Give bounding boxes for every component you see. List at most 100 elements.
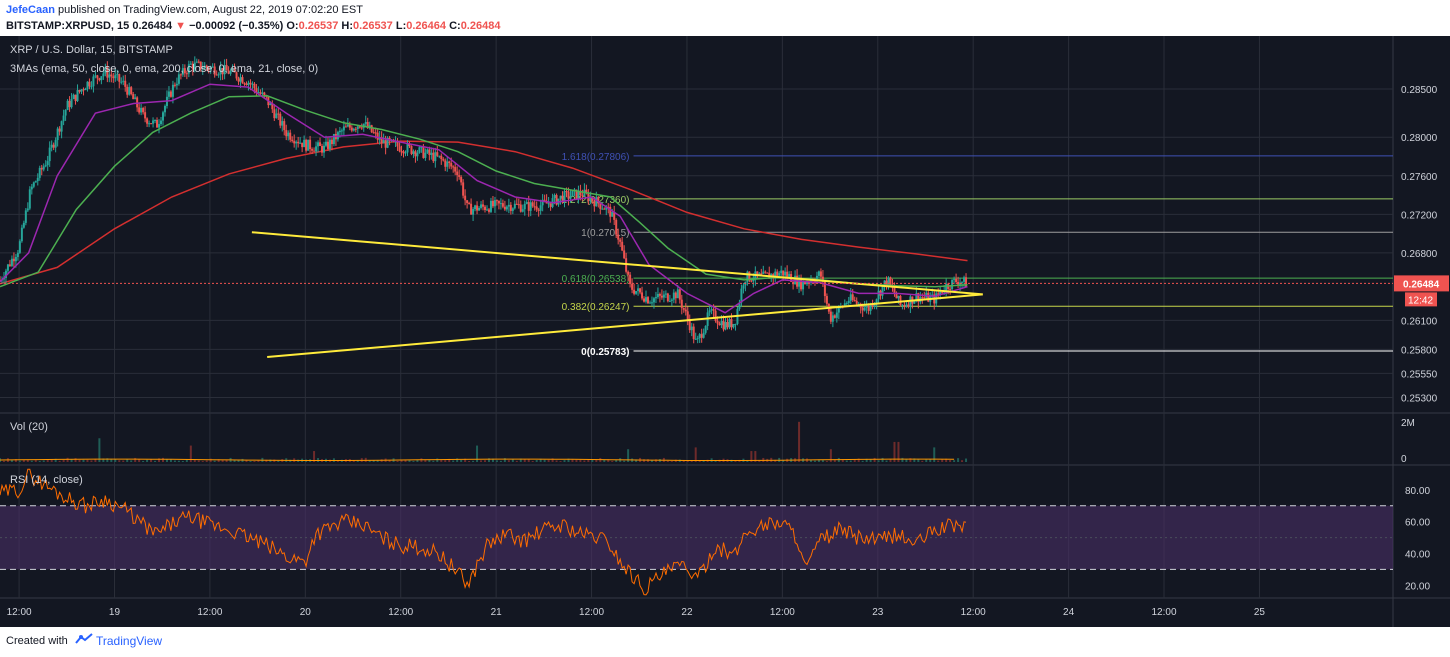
candle-body (513, 203, 516, 209)
volume-bar (965, 458, 968, 462)
candle-body (332, 133, 335, 145)
candle-body (567, 191, 570, 199)
volume-bar (2, 460, 5, 462)
candle-body (464, 195, 467, 201)
candle-body (539, 205, 542, 211)
candle-body (660, 295, 663, 298)
tradingview-logo-icon[interactable] (74, 632, 94, 649)
chart-area[interactable]: 12:00 19 12:00 20 12:00 21 12:00 22 12:00 23 12:00… (0, 36, 1450, 627)
candle-body (416, 152, 419, 157)
volume-bar (869, 459, 872, 462)
volume-bar (857, 458, 860, 462)
candle-body (776, 271, 779, 276)
volume-bar (845, 460, 848, 462)
candle-body (619, 239, 622, 242)
candle-body (239, 77, 242, 82)
volume-bar (114, 459, 117, 462)
candle-body (599, 203, 602, 209)
low-value: 0.26464 (406, 20, 447, 32)
rsi-tick-label: 40.00 (1405, 549, 1430, 560)
volume-bar (142, 460, 145, 462)
candle-body (372, 132, 375, 134)
candle-body (869, 304, 872, 311)
candle-body (917, 293, 920, 302)
candle-body (52, 144, 55, 148)
volume-bar (750, 451, 753, 462)
candle-body (474, 205, 477, 210)
rsi-label: RSI (14, close) (10, 474, 83, 486)
chart-svg[interactable]: 12:00 19 12:00 20 12:00 21 12:00 22 12:00 23 12:00… (0, 36, 1450, 627)
candle-body (541, 199, 544, 206)
volume-bar (623, 460, 626, 462)
current-price-label: 0.26484 (1403, 279, 1440, 290)
volume-bar (150, 459, 153, 462)
volume-label: Vol (20) (10, 421, 48, 433)
candle-body (837, 306, 840, 313)
candle-body (529, 202, 532, 211)
candle-body (136, 97, 139, 108)
candle-body (456, 171, 459, 176)
countdown-label: 12:42 (1408, 295, 1433, 306)
volume-bar (487, 458, 490, 462)
volume-bar (189, 445, 192, 462)
time-tick-label: 12:00 (388, 607, 413, 618)
candle-body (8, 264, 11, 266)
candle-body (480, 204, 483, 208)
candle-body (138, 107, 141, 113)
volume-bar (702, 460, 705, 462)
volume-bar (221, 459, 224, 462)
candle-body (132, 94, 135, 100)
volume-bar (50, 459, 53, 462)
candle-body (714, 310, 717, 321)
volume-bar (746, 460, 749, 462)
volume-bar (253, 460, 256, 462)
candle-body (195, 61, 198, 63)
candle-body (257, 92, 260, 94)
candle-body (193, 62, 196, 70)
volume-bar (817, 459, 820, 462)
candle-body (637, 288, 640, 292)
volume-bar (821, 460, 824, 462)
candle-body (581, 195, 584, 197)
tradingview-brand[interactable]: TradingView (96, 634, 163, 648)
candle-body (315, 146, 318, 152)
volume-bar (46, 459, 49, 462)
volume-bar (571, 459, 574, 462)
candle-body (845, 303, 848, 305)
candle-body (489, 200, 492, 212)
candle-body (104, 67, 107, 74)
candle-body (690, 326, 693, 331)
volume-bar (917, 458, 920, 462)
candle-body (404, 152, 407, 154)
candle-body (269, 103, 272, 106)
volume-bar (929, 459, 932, 462)
candle-body (173, 84, 176, 86)
candle-body (412, 151, 415, 154)
volume-bar (138, 459, 141, 462)
candle-body (819, 271, 822, 277)
candle-body (720, 321, 723, 326)
candle-body (183, 68, 186, 74)
candle-body (831, 315, 834, 322)
candle-body (855, 300, 858, 304)
volume-bar (591, 459, 594, 462)
author-name[interactable]: JefeCaan (6, 4, 55, 16)
rsi-tick-label: 80.00 (1405, 486, 1430, 497)
candle-body (482, 204, 485, 207)
time-tick-label: 20 (300, 607, 312, 618)
volume-bar (472, 460, 475, 462)
candle-body (466, 200, 469, 203)
candle-body (563, 191, 566, 203)
candle-body (128, 87, 131, 95)
rsi-tick-label: 20.00 (1405, 581, 1430, 592)
volume-bar (336, 461, 339, 462)
candle-body (501, 203, 504, 207)
candle-body (321, 145, 324, 153)
candle-body (253, 83, 256, 89)
candle-body (324, 141, 327, 146)
fib-level-label: 0.382(0.26247) (562, 302, 630, 313)
volume-bar (491, 458, 494, 462)
candle-body (356, 126, 359, 130)
candle-body (802, 281, 805, 290)
candle-body (6, 264, 9, 271)
